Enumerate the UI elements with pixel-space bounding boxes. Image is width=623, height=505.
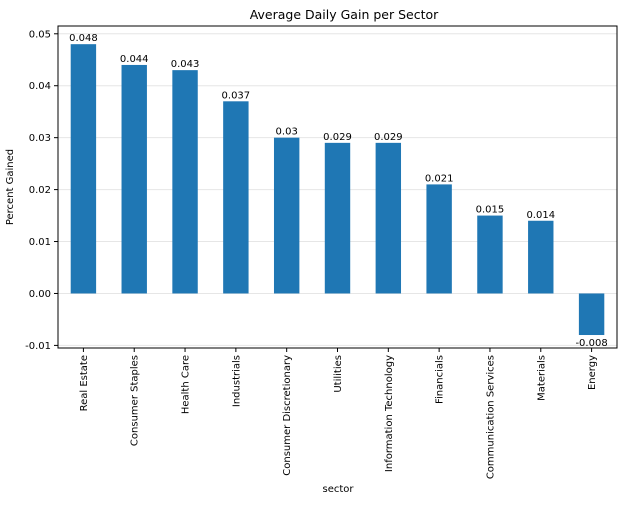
- value-label-layer: 0.048 0.044 0.043 0.037 0.03 0.029 0.029 0.021 0…: [69, 33, 608, 349]
- value-label: 0.037: [222, 90, 251, 101]
- x-tick-label: Energy: [587, 355, 598, 390]
- value-label: 0.044: [120, 54, 149, 65]
- bar: [426, 184, 452, 294]
- value-label: 0.015: [476, 205, 505, 216]
- bar: [528, 220, 554, 294]
- y-tick-label: 0.00: [29, 289, 51, 300]
- bar-layer: [70, 44, 605, 336]
- y-tick-label: 0.02: [29, 185, 51, 196]
- chart-title: Average Daily Gain per Sector: [250, 7, 439, 22]
- x-tick-label: Communication Services: [485, 355, 496, 479]
- bar: [477, 215, 503, 294]
- bar: [375, 142, 402, 294]
- axis-layer: -0.01 0.00 0.01 0.02 0.03 0.04 0.05 Real Estate…: [25, 29, 598, 479]
- x-tick-label: Consumer Staples: [130, 355, 141, 446]
- value-label: 0.029: [374, 132, 403, 143]
- value-label: 0.048: [69, 33, 98, 44]
- x-tick-label: Information Technology: [384, 355, 395, 472]
- value-label: 0.021: [425, 173, 454, 184]
- value-label: -0.008: [575, 338, 607, 349]
- x-tick-label: Industrials: [231, 355, 242, 407]
- x-tick-label: Consumer Discretionary: [282, 355, 293, 476]
- bar: [578, 293, 605, 336]
- value-label: 0.014: [526, 210, 555, 221]
- y-tick-label: 0.03: [29, 133, 51, 144]
- x-tick-label: Materials: [536, 355, 547, 401]
- bar: [172, 70, 198, 294]
- bar: [273, 137, 300, 294]
- bar: [121, 64, 147, 294]
- y-tick-label: -0.01: [25, 341, 51, 352]
- bar: [223, 101, 249, 294]
- x-axis-label: sector: [322, 484, 354, 495]
- y-tick-label: 0.04: [29, 81, 51, 92]
- x-tick-label: Financials: [435, 355, 446, 404]
- y-tick-label: 0.05: [29, 29, 51, 40]
- y-tick-label: 0.01: [29, 237, 51, 248]
- value-label: 0.029: [323, 132, 352, 143]
- value-label: 0.03: [276, 127, 298, 138]
- x-tick-label: Real Estate: [79, 355, 90, 411]
- bar: [324, 142, 351, 294]
- y-axis-label: Percent Gained: [5, 149, 16, 225]
- x-tick-label: Utilities: [333, 355, 344, 393]
- x-tick-label: Health Care: [181, 355, 192, 414]
- value-label: 0.043: [171, 59, 200, 70]
- bar: [70, 44, 97, 294]
